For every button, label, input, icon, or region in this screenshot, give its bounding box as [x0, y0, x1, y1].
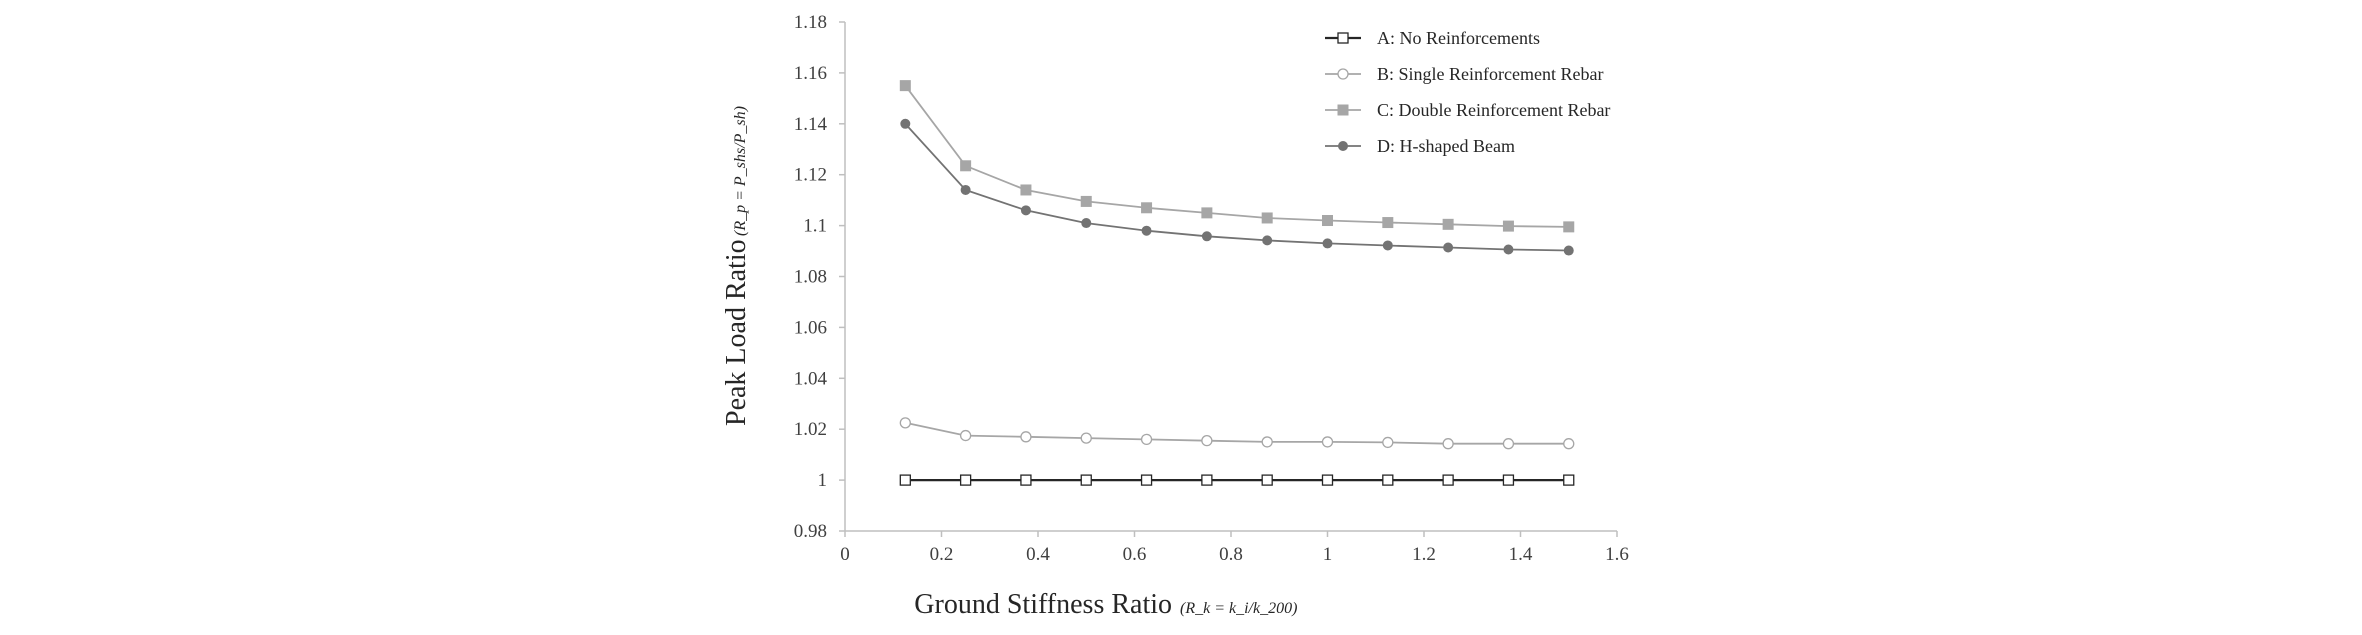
- y-tick-label: 1.02: [794, 419, 827, 440]
- data-point: [1020, 205, 1031, 216]
- x-tick-label: 1.2: [1412, 544, 1436, 565]
- data-point: [1443, 242, 1454, 253]
- data-point: [1321, 436, 1334, 448]
- series-line: [905, 421, 1569, 445]
- x-tick-label: 1.6: [1605, 544, 1629, 565]
- data-point: [1322, 215, 1333, 227]
- y-tick-label: 1.18: [794, 12, 827, 33]
- data-point: [1080, 195, 1092, 207]
- legend-marker: [1337, 32, 1349, 44]
- y-tick-label: 1.14: [794, 114, 828, 135]
- series-c: [899, 80, 1575, 233]
- x-tick-label: 0: [840, 544, 850, 565]
- data-point: [1442, 438, 1454, 450]
- data-point: [1382, 474, 1394, 486]
- data-point: [1201, 435, 1213, 447]
- x-tick-label: 0.6: [1123, 544, 1147, 565]
- data-point: [900, 118, 911, 129]
- axes: 0 0.2 0.4 0.6 0.8 1 1.2 1.4 1.6 0.98 1 1.02 1.04 1.06…: [794, 12, 1629, 565]
- y-tick-label: 1.1: [803, 216, 827, 237]
- data-point: [1322, 238, 1333, 249]
- data-point: [959, 474, 972, 486]
- x-tick-label: 1.4: [1509, 544, 1533, 565]
- data-point: [1140, 474, 1153, 486]
- series-layer: [899, 80, 1575, 486]
- data-point: [1382, 240, 1393, 251]
- series-b: [899, 417, 1575, 450]
- y-tick-label: 1: [818, 470, 828, 491]
- y-tick-label: 1.08: [794, 267, 827, 288]
- data-point: [1141, 202, 1153, 214]
- x-tick-label: 0.2: [930, 544, 954, 565]
- data-point: [1563, 245, 1574, 256]
- legend-marker: [1337, 104, 1349, 116]
- y-tick-label: 0.98: [794, 521, 827, 542]
- data-point: [959, 429, 972, 442]
- data-point: [1080, 432, 1092, 444]
- data-point: [1563, 221, 1575, 233]
- data-point: [1201, 474, 1213, 486]
- legend-label: C: Double Reinforcement Rebar: [1377, 100, 1610, 120]
- data-point: [1262, 235, 1273, 246]
- y-axis-formula: (R_p = P_shs/P_sh): [732, 106, 749, 236]
- data-point: [1020, 184, 1032, 196]
- data-point: [1261, 436, 1273, 448]
- data-point: [1140, 433, 1153, 446]
- data-point: [1020, 431, 1032, 443]
- data-point: [1502, 220, 1514, 232]
- legend-entry: A: No Reinforcements: [1325, 28, 1540, 48]
- x-tick-label: 0.4: [1026, 544, 1050, 565]
- series-a: [899, 474, 1575, 486]
- data-point: [1141, 225, 1152, 236]
- x-axis-title: Ground Stiffness Ratio: [914, 589, 1172, 620]
- series-d: [900, 118, 1574, 256]
- legend-marker: [1337, 68, 1349, 80]
- y-tick-label: 1.16: [794, 63, 827, 84]
- x-tick-label: 1: [1323, 544, 1333, 565]
- legend-entry: B: Single Reinforcement Rebar: [1325, 64, 1603, 84]
- y-tick-label: 1.06: [794, 317, 827, 338]
- data-point: [1382, 217, 1394, 229]
- legend-marker: [1338, 141, 1348, 151]
- data-point: [1503, 244, 1514, 255]
- data-point: [1020, 474, 1032, 486]
- data-point: [960, 160, 972, 172]
- series-line: [904, 85, 1569, 228]
- data-point: [899, 417, 911, 429]
- x-tick-label: 0.8: [1219, 544, 1243, 565]
- data-point: [1261, 212, 1273, 224]
- data-point: [1442, 474, 1454, 486]
- x-axis-formula: (R_k = k_i/k_200): [1180, 600, 1297, 617]
- data-point: [1563, 474, 1575, 486]
- legend-entry: D: H-shaped Beam: [1325, 136, 1515, 156]
- data-point: [1563, 438, 1575, 450]
- data-point: [1080, 474, 1092, 486]
- legend-label: A: No Reinforcements: [1377, 28, 1540, 48]
- data-point: [899, 80, 911, 92]
- data-point: [1502, 474, 1515, 486]
- data-point: [960, 184, 971, 195]
- data-point: [1081, 218, 1092, 229]
- data-point: [1502, 438, 1515, 450]
- data-point: [1261, 474, 1273, 486]
- data-point: [1442, 218, 1454, 230]
- y-tick-label: 1.12: [794, 165, 827, 186]
- legend-entry: C: Double Reinforcement Rebar: [1325, 100, 1610, 120]
- data-point: [1321, 474, 1334, 486]
- series-line: [904, 123, 1569, 252]
- data-point: [1201, 207, 1213, 219]
- y-axis-title-group: Peak Load Ratio (R_p = P_shs/P_sh): [721, 106, 752, 426]
- y-axis-title: Peak Load Ratio: [721, 239, 752, 426]
- y-tick-label: 1.04: [794, 368, 828, 389]
- data-point: [899, 474, 911, 486]
- data-point: [1382, 436, 1394, 449]
- legend-label: B: Single Reinforcement Rebar: [1377, 64, 1603, 84]
- legend-label: D: H-shaped Beam: [1377, 136, 1515, 156]
- data-point: [1201, 231, 1212, 242]
- legend: A: No Reinforcements B: Single Reinforcem…: [1325, 28, 1610, 156]
